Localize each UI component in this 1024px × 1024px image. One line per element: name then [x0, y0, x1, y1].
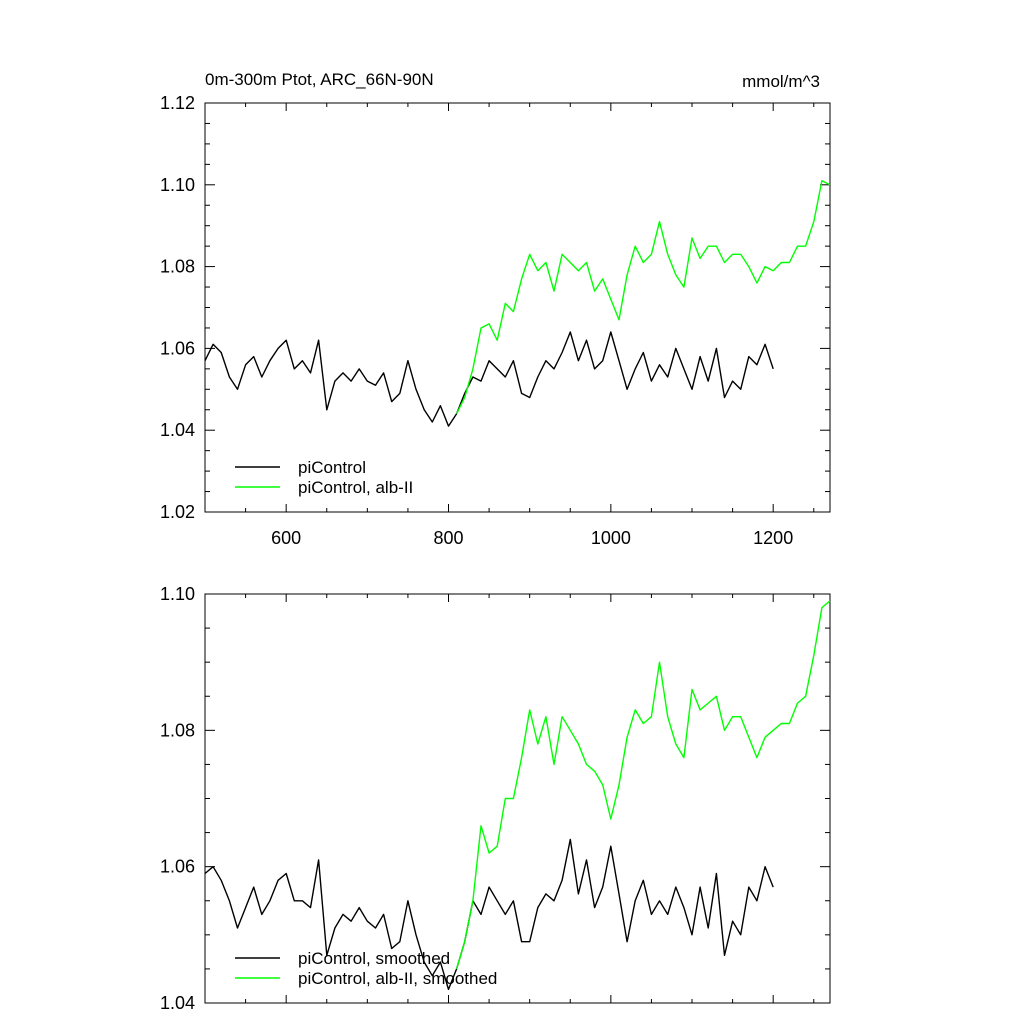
- series-line-picontrol: [204, 331, 774, 427]
- y-tick-label: 1.08: [160, 720, 195, 740]
- y-tick-label: 1.12: [160, 93, 195, 113]
- y-tick-label: 1.06: [160, 338, 195, 358]
- legend-label: piControl, alb-II, smoothed: [298, 969, 497, 988]
- x-tick-label: 800: [433, 528, 463, 548]
- y-tick-label: 1.10: [160, 175, 195, 195]
- plot-frame: [204, 102, 831, 513]
- chart-top: 0m-300m Ptot, ARC_66N-90N mmol/m^3 600 80…: [160, 70, 831, 548]
- series-line-picontrol: [204, 838, 774, 991]
- y-tick-label: 1.04: [160, 420, 195, 440]
- x-tick-label: 1000: [591, 528, 631, 548]
- plot-frame: [204, 593, 831, 1004]
- legend-label: piControl, alb-II: [298, 478, 413, 497]
- x-tick-label: 600: [271, 528, 301, 548]
- y-tick-label: 1.08: [160, 257, 195, 277]
- series-line-alb-ii: [455, 179, 831, 415]
- y-tick-label: 1.04: [160, 993, 195, 1013]
- y-tick-label: 1.02: [160, 502, 195, 522]
- series-line-alb-ii: [455, 600, 831, 970]
- chart-bottom: 1.04 1.06 1.08 1.10 piControl, smoothedpiCon…: [160, 584, 831, 1013]
- y-tick-label: 1.10: [160, 584, 195, 604]
- chart-title: 0m-300m Ptot, ARC_66N-90N: [205, 70, 434, 89]
- units-label: mmol/m^3: [742, 72, 820, 91]
- legend-label: piControl: [298, 458, 366, 477]
- legend-label: piControl, smoothed: [298, 949, 450, 968]
- y-tick-label: 1.06: [160, 857, 195, 877]
- x-tick-label: 1200: [753, 528, 793, 548]
